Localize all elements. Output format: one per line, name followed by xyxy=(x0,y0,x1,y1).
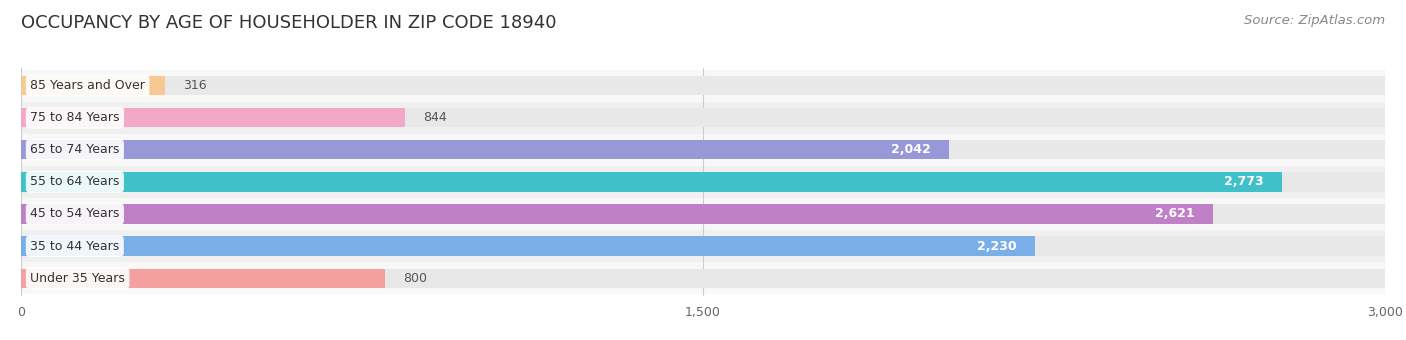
Bar xyxy=(21,236,1385,256)
Text: 844: 844 xyxy=(423,111,447,124)
Text: Under 35 Years: Under 35 Years xyxy=(30,272,125,285)
Text: 316: 316 xyxy=(183,79,207,92)
Text: OCCUPANCY BY AGE OF HOUSEHOLDER IN ZIP CODE 18940: OCCUPANCY BY AGE OF HOUSEHOLDER IN ZIP C… xyxy=(21,14,557,32)
Bar xyxy=(21,204,1385,224)
Text: Source: ZipAtlas.com: Source: ZipAtlas.com xyxy=(1244,14,1385,27)
Bar xyxy=(21,172,1282,191)
Text: 2,621: 2,621 xyxy=(1154,207,1195,220)
Text: 800: 800 xyxy=(404,272,427,285)
Bar xyxy=(21,140,1385,159)
Bar xyxy=(21,108,1385,128)
Text: 2,042: 2,042 xyxy=(891,143,931,156)
Bar xyxy=(21,269,1385,288)
Bar xyxy=(21,70,1385,102)
Bar xyxy=(21,230,1385,262)
Bar xyxy=(21,269,385,288)
Bar xyxy=(21,108,405,128)
Bar xyxy=(21,140,949,159)
Bar xyxy=(21,76,165,95)
Text: 2,773: 2,773 xyxy=(1223,175,1264,188)
Bar xyxy=(21,166,1385,198)
Text: 55 to 64 Years: 55 to 64 Years xyxy=(30,175,120,188)
Bar xyxy=(21,134,1385,166)
Bar xyxy=(21,262,1385,294)
Text: 65 to 74 Years: 65 to 74 Years xyxy=(30,143,120,156)
Bar xyxy=(21,102,1385,134)
Text: 35 to 44 Years: 35 to 44 Years xyxy=(30,240,120,253)
Bar xyxy=(21,198,1385,230)
Bar xyxy=(21,204,1212,224)
Text: 75 to 84 Years: 75 to 84 Years xyxy=(30,111,120,124)
Bar xyxy=(21,236,1035,256)
Text: 45 to 54 Years: 45 to 54 Years xyxy=(30,207,120,220)
Bar xyxy=(21,76,1385,95)
Text: 85 Years and Over: 85 Years and Over xyxy=(30,79,145,92)
Bar xyxy=(21,172,1385,191)
Text: 2,230: 2,230 xyxy=(977,240,1017,253)
